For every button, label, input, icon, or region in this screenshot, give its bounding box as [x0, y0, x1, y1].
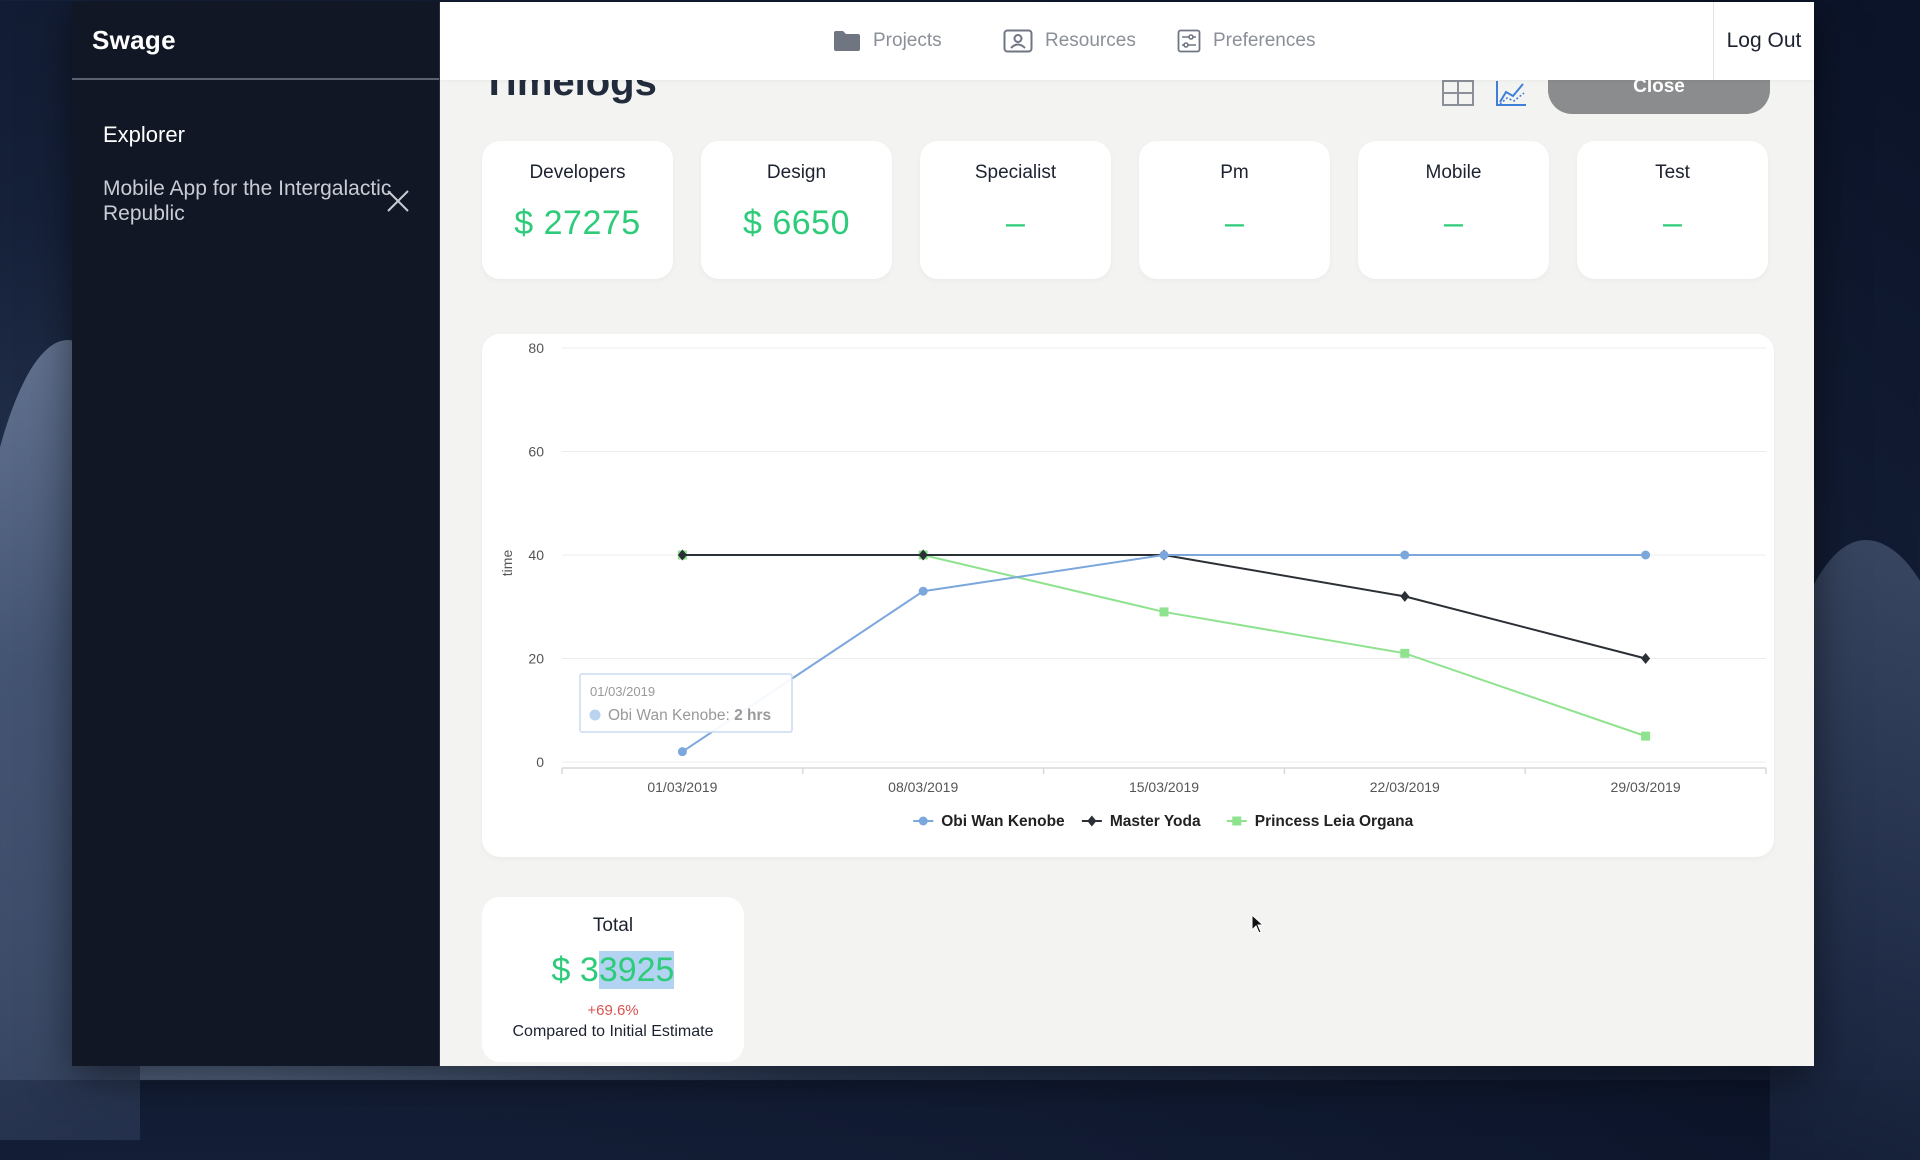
timelog-chart-card: 0 20 40 60 80 01/03/2019 08/03/2019 15/03/2019 2…	[482, 334, 1774, 857]
card-value: –	[1006, 204, 1025, 242]
nav-preferences[interactable]: Preferences	[1177, 26, 1315, 56]
x-tick-label: 29/03/2019	[1611, 779, 1681, 795]
close-icon[interactable]	[385, 188, 411, 214]
data-point	[1400, 590, 1410, 602]
brand-logo[interactable]: Swage	[92, 24, 176, 55]
tooltip-series-dot	[589, 709, 601, 721]
card-value: $ 6650	[743, 204, 850, 242]
y-axis-label: time	[499, 550, 515, 577]
timelog-line-chart[interactable]: 0 20 40 60 80 01/03/2019 08/03/2019 15/03/2019 2…	[482, 334, 1774, 857]
data-point	[1400, 550, 1410, 560]
cost-card-developers[interactable]: Developers $ 27275	[482, 141, 673, 279]
data-point	[677, 549, 687, 561]
top-nav: Projects Resources Preferences	[440, 2, 1814, 80]
total-value-selected: 3925	[598, 951, 675, 989]
tooltip-text: Obi Wan Kenobe: 2 hrs	[608, 707, 771, 724]
contact-card-icon	[1003, 29, 1033, 53]
cost-card-design[interactable]: Design $ 6650	[701, 141, 892, 279]
x-tick-label: 01/03/2019	[647, 779, 717, 795]
card-label: Developers	[529, 162, 626, 183]
card-label: Mobile	[1425, 162, 1482, 183]
y-tick-label: 60	[528, 444, 544, 460]
data-point	[1400, 648, 1410, 658]
y-tick-label: 0	[536, 754, 544, 770]
total-caption: Compared to Initial Estimate	[512, 1023, 714, 1040]
nav-projects[interactable]: Projects	[833, 26, 942, 56]
legend-marker	[1232, 816, 1242, 826]
data-point	[1641, 731, 1651, 741]
card-label: Pm	[1220, 162, 1249, 183]
card-label: Specialist	[974, 162, 1057, 183]
cost-cards: Developers $ 27275 Design $ 6650 Special…	[482, 141, 1768, 279]
total-change: +69.6%	[587, 1002, 639, 1019]
legend-label: Master Yoda	[1110, 813, 1201, 830]
sidebar-header: Swage	[72, 2, 439, 80]
card-value: $ 27275	[514, 204, 641, 242]
x-tick-label: 08/03/2019	[888, 779, 958, 795]
card-value: –	[1663, 204, 1682, 242]
y-tick-label: 20	[528, 651, 544, 667]
x-tick-label: 15/03/2019	[1129, 779, 1199, 795]
legend-marker	[918, 816, 928, 826]
mouse-cursor-icon	[1251, 914, 1265, 934]
card-label: Design	[766, 162, 827, 183]
logout-button[interactable]: Log Out	[1713, 2, 1814, 80]
main-content: Projects Resources Preferences	[440, 2, 1814, 1066]
data-point	[1159, 607, 1169, 617]
total-value[interactable]: $ 33925	[482, 951, 744, 990]
nav-resources[interactable]: Resources	[1003, 26, 1136, 56]
series-line	[681, 554, 1646, 753]
series-line	[682, 554, 1646, 738]
card-value: –	[1225, 204, 1244, 242]
data-point	[1641, 653, 1651, 664]
sidebar: Swage Explorer Mobile App for the Interg…	[72, 2, 440, 1066]
legend-label: Obi Wan Kenobe	[941, 813, 1065, 830]
project-name[interactable]: Mobile App for the Intergalactic Republi…	[103, 177, 392, 225]
total-value-prefix: $ 3	[551, 951, 599, 989]
tooltip-date: 01/03/2019	[590, 684, 655, 699]
legend-label: Princess Leia Organa	[1255, 813, 1414, 830]
cost-card-mobile[interactable]: Mobile –	[1358, 141, 1549, 279]
cost-card-test[interactable]: Test –	[1577, 141, 1768, 279]
total-card: Total $ 33925 +69.6% Compared to Initial…	[482, 897, 744, 1062]
data-point	[918, 549, 928, 561]
total-label: Total	[592, 915, 634, 936]
chart-view-icon[interactable]	[1495, 80, 1527, 106]
data-point	[677, 747, 687, 757]
nav-preferences-label: Preferences	[1213, 30, 1316, 51]
x-tick-label: 22/03/2019	[1370, 779, 1440, 795]
y-tick-label: 80	[528, 340, 544, 356]
explorer-title: Explorer	[103, 122, 185, 147]
data-point	[1641, 550, 1651, 560]
sliders-icon	[1177, 29, 1201, 53]
sidebar-project-item[interactable]: Mobile App for the Intergalactic Republi…	[103, 176, 409, 226]
data-point	[918, 586, 928, 596]
y-tick-label: 40	[528, 547, 544, 563]
card-value: –	[1444, 204, 1463, 242]
data-point	[1159, 550, 1169, 560]
legend-marker	[1087, 815, 1097, 827]
table-view-icon[interactable]	[1442, 80, 1474, 106]
tooltip-box	[579, 673, 793, 733]
app-window: Swage Explorer Mobile App for the Interg…	[72, 2, 1814, 1066]
chart-tooltip: 01/03/2019 Obi Wan Kenobe: 2 hrs	[579, 673, 793, 733]
series-line	[682, 554, 1646, 660]
cost-card-pm[interactable]: Pm –	[1139, 141, 1330, 279]
card-label: Test	[1655, 162, 1690, 183]
nav-resources-label: Resources	[1045, 30, 1136, 51]
cost-card-specialist[interactable]: Specialist –	[920, 141, 1111, 279]
folder-icon	[834, 31, 860, 51]
nav-projects-label: Projects	[873, 30, 942, 51]
